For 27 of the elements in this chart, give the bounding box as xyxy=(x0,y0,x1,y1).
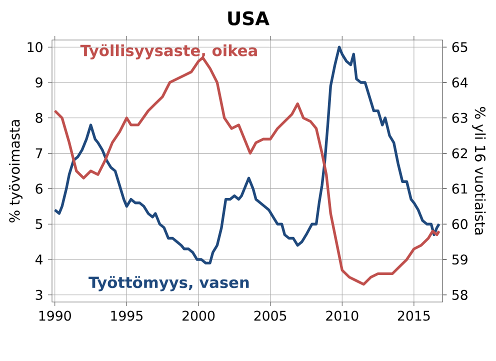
x-tick-label: 1990 xyxy=(39,310,71,321)
y-tick-label: 8 xyxy=(36,112,42,123)
y-tick-label: 3 xyxy=(36,290,42,300)
text: Työttömyys, vasen xyxy=(88,276,249,292)
y2-axis-title: % yli 16 vuotiaista xyxy=(472,107,486,234)
y-tick-label: 9 xyxy=(36,77,42,88)
y-axis-title: % työvoimasta xyxy=(8,120,22,222)
x-tick-label: 2000 xyxy=(182,310,215,321)
x-tick-label: 1995 xyxy=(111,310,142,321)
y2-tick-label: 59 xyxy=(452,254,468,265)
y2-tick-label: 58 xyxy=(452,290,468,300)
y-tick-label: 6 xyxy=(36,184,42,194)
x-tick-label: 2015 xyxy=(398,310,430,321)
y2-tick-label: 62 xyxy=(452,148,468,158)
y2-tick-label: 65 xyxy=(452,42,468,52)
y-tick-label: 7 xyxy=(36,148,42,158)
y2-tick-label: 60 xyxy=(452,219,468,230)
y-tick-label: 4 xyxy=(35,254,43,264)
y-tick-label: 5 xyxy=(36,219,42,230)
x-tick-label: 2010 xyxy=(326,310,358,321)
y2-tick-label: 63 xyxy=(452,112,468,123)
series-label: Työllisyysaste, oikea xyxy=(80,44,257,60)
y-tick-label: 10 xyxy=(28,42,42,52)
x-tick-label: 2005 xyxy=(254,310,286,321)
chart-title: USA xyxy=(228,11,270,26)
y2-tick-label: 61 xyxy=(452,184,468,194)
y2-tick-label: 64 xyxy=(452,77,468,88)
